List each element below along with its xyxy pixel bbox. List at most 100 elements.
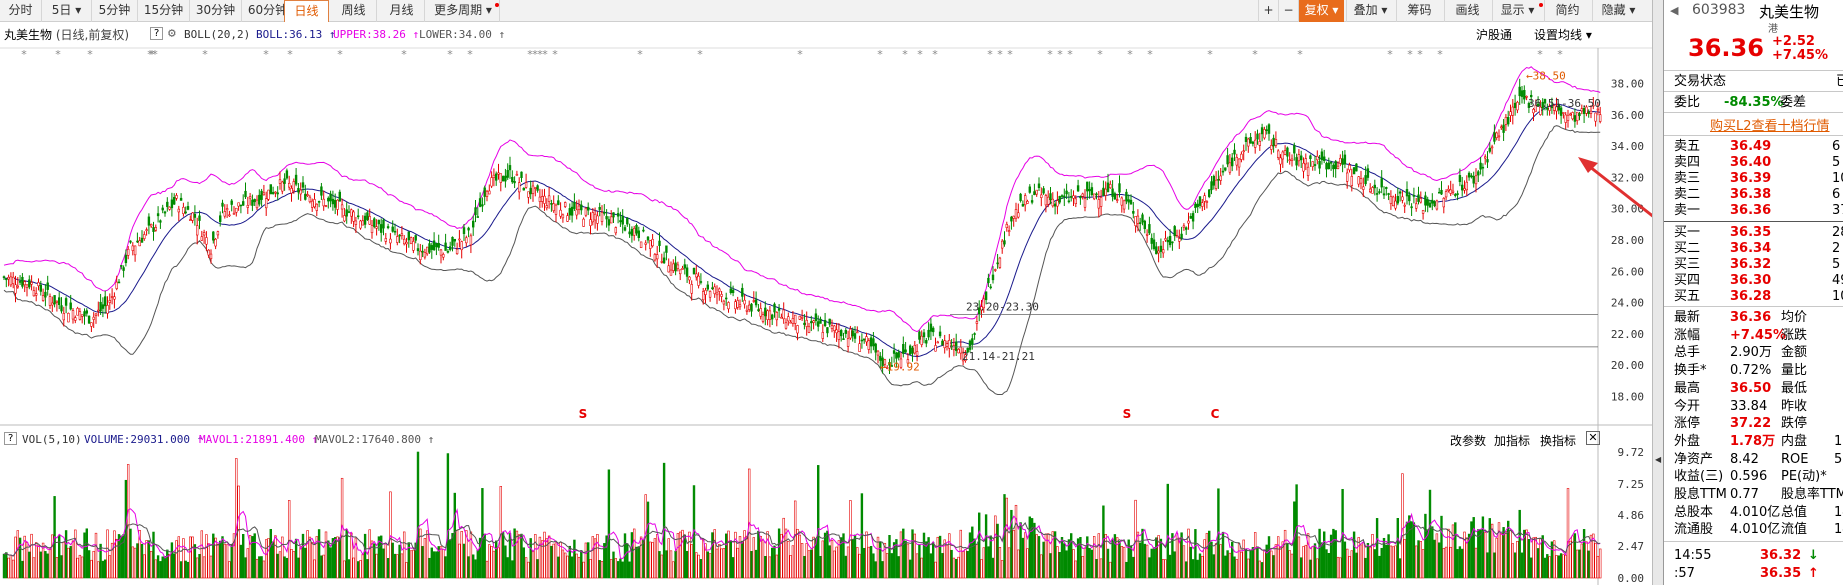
stat-row-6[interactable]: 涨停 37.22 跌停 — [1664, 415, 1843, 432]
period-tab-3[interactable]: 15分钟 — [138, 0, 190, 22]
candle — [775, 311, 779, 327]
tool-xianshi-button[interactable]: 显示 ▾ — [1492, 0, 1542, 22]
hugutong-label[interactable]: 沪股通 — [1476, 28, 1513, 42]
volume-bar — [1079, 537, 1082, 579]
candle-body — [432, 240, 436, 251]
candle — [170, 192, 174, 217]
stat-row-10[interactable]: 股息TTM 0.77 股息率TTM — [1664, 486, 1843, 503]
tool-diejia-button[interactable]: 叠加 ▾ — [1346, 0, 1394, 22]
volume-bar — [1047, 533, 1050, 579]
stat-row-9[interactable]: 收益(三) 0.596 PE(动)* — [1664, 468, 1843, 485]
candle-body — [902, 344, 905, 354]
vol-help-icon[interactable]: ? — [4, 432, 17, 445]
bid-row-1[interactable]: 买二 36.34 2 — [1664, 240, 1843, 257]
candle-body — [1244, 136, 1248, 142]
candle — [1550, 97, 1554, 114]
volume-bar — [754, 549, 758, 579]
kline-chart[interactable]: 38.0036.0034.0032.0030.0028.0026.0024.00… — [0, 0, 1663, 585]
boll-name[interactable]: BOLL(20,2) — [184, 28, 251, 41]
bid-row-2[interactable]: 买三 36.32 5 — [1664, 256, 1843, 273]
ask-row-0[interactable]: 卖五 36.49 6 — [1664, 138, 1843, 155]
volume-bar — [444, 556, 447, 579]
volume-bar — [920, 557, 923, 579]
volume-bar — [373, 543, 376, 579]
volume-bar — [1589, 534, 1593, 579]
tick-row-1[interactable]: :57 36.35 ↑ — [1664, 565, 1843, 582]
volume-bar — [996, 523, 999, 579]
stat-row-5[interactable]: 今开 33.84 昨收 — [1664, 398, 1843, 415]
candle — [1072, 190, 1075, 207]
candle — [752, 291, 756, 303]
candle — [708, 290, 712, 302]
vol-name[interactable]: VOL(5,10) — [22, 433, 82, 446]
period-tab-0[interactable]: 分时 — [0, 0, 42, 22]
stat-row-0[interactable]: 最新 36.36 均价 — [1664, 309, 1843, 326]
add-indicator-button[interactable]: 加指标 — [1494, 434, 1531, 448]
tool-minus-button[interactable]: − — [1278, 0, 1298, 22]
tool-yincang-button[interactable]: 隐藏 ▾ — [1592, 0, 1644, 22]
period-tab-9[interactable]: 更多周期 ▾ — [427, 0, 500, 22]
tool-jianyue-button[interactable]: 简约 — [1544, 0, 1590, 22]
volume-bar — [71, 540, 75, 579]
volume-bar — [649, 541, 652, 579]
stat-row-4[interactable]: 最高 36.50 最低 — [1664, 380, 1843, 397]
tool-fuquan-button[interactable]: 复权 ▾ — [1298, 0, 1344, 22]
period-tab-2[interactable]: 5分钟 — [92, 0, 138, 22]
volume-bar — [1313, 543, 1317, 579]
help-icon[interactable]: ? — [150, 27, 163, 40]
set-ma-button[interactable]: 设置均线 ▾ — [1534, 28, 1592, 42]
volume-bar — [987, 546, 990, 579]
volume-bar — [1063, 543, 1066, 579]
buy-l2-link[interactable]: 购买L2查看十档行情 — [1710, 119, 1830, 134]
candle — [1428, 199, 1432, 208]
period-tab-8[interactable]: 月线 — [379, 0, 425, 22]
candle — [1442, 197, 1446, 214]
candle-body — [1380, 178, 1383, 188]
stat-row-2[interactable]: 总手 2.90万 金额 — [1664, 344, 1843, 361]
tool-plus-button[interactable]: + — [1258, 0, 1278, 22]
candle-body — [692, 268, 696, 275]
tool-chouma-button[interactable]: 筹码 — [1396, 0, 1442, 22]
volume-bar — [1277, 536, 1280, 579]
close-indicator-icon[interactable]: ✕ — [1586, 431, 1600, 445]
candle — [1343, 150, 1347, 169]
tool-huaxian-button[interactable]: 画线 — [1444, 0, 1490, 22]
volume-bar — [1051, 531, 1055, 579]
swap-indicator-button[interactable]: 换指标 — [1540, 434, 1577, 448]
stat-row-3[interactable]: 换手* 0.72% 量比 — [1664, 362, 1843, 379]
candle — [423, 248, 427, 260]
change-param-button[interactable]: 改参数 — [1450, 434, 1487, 448]
stat-row-1[interactable]: 涨幅 +7.45% 涨跌 — [1664, 327, 1843, 344]
candle-body — [718, 288, 721, 292]
ask-row-1[interactable]: 卖四 36.40 5 — [1664, 154, 1843, 171]
period-tab-6[interactable]: 日线 — [284, 0, 329, 22]
candle-body — [791, 318, 795, 324]
candle-body — [1212, 175, 1216, 186]
volume-bar — [322, 554, 325, 579]
candle-body — [428, 243, 431, 253]
candle — [575, 200, 578, 220]
gear-icon[interactable]: ⚙ — [168, 26, 176, 41]
volume-bar — [833, 550, 836, 579]
ask-row-3[interactable]: 卖二 36.38 6 — [1664, 186, 1843, 203]
stat-row-8[interactable]: 净资产 8.42 ROE 5 — [1664, 451, 1843, 468]
period-tab-7[interactable]: 周线 — [331, 0, 377, 22]
event-star-icon: * — [1097, 48, 1103, 61]
tick-row-0[interactable]: 14:55 36.32 ↓ — [1664, 547, 1843, 564]
panel-collapse-handle[interactable]: ◀ — [1652, 0, 1663, 585]
period-tab-4[interactable]: 30分钟 — [190, 0, 242, 22]
candle — [874, 342, 877, 361]
period-tab-1[interactable]: 5日 ▾ — [42, 0, 92, 22]
tick-time: 14:55 — [1674, 548, 1712, 564]
stat-row-7[interactable]: 外盘 1.78万 内盘 1 — [1664, 433, 1843, 450]
back-icon[interactable]: ◀ — [1670, 4, 1679, 17]
volume-bar — [1247, 558, 1250, 579]
candle-body — [460, 241, 463, 251]
